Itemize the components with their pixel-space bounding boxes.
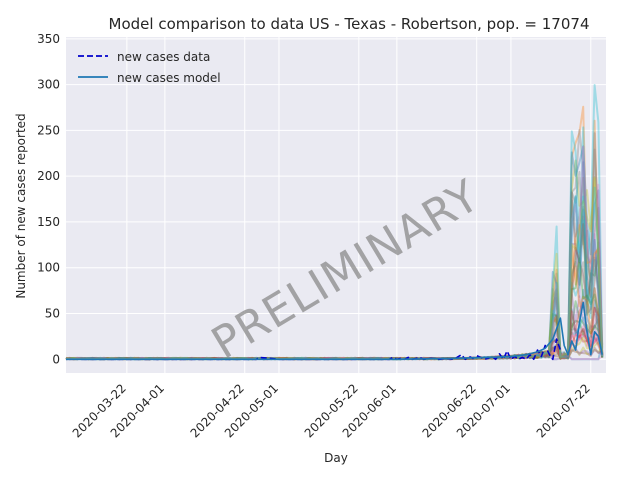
y-axis-label: Number of new cases reported	[14, 113, 28, 298]
x-axis-label: Day	[324, 451, 348, 465]
y-tick-label: 200	[37, 169, 60, 183]
legend-data-label: new cases data	[117, 50, 210, 64]
legend: new cases data new cases model	[78, 50, 221, 85]
y-tick-label: 250	[37, 123, 60, 137]
chart-title: Model comparison to data US - Texas - Ro…	[109, 15, 590, 33]
y-tick-label: 100	[37, 261, 60, 275]
plot-series	[65, 84, 604, 361]
model-series-line	[66, 301, 603, 361]
y-tick-label: 150	[37, 215, 60, 229]
plot-area	[66, 37, 606, 373]
y-tick-label: 50	[45, 306, 60, 320]
legend-model-label: new cases model	[117, 71, 221, 85]
y-tick-label: 300	[37, 78, 60, 92]
y-axis: 0 50 100 150 200 250 300 350	[37, 32, 60, 366]
y-tick-label: 350	[37, 32, 60, 46]
y-tick-label: 0	[52, 352, 60, 366]
grid	[66, 37, 606, 373]
